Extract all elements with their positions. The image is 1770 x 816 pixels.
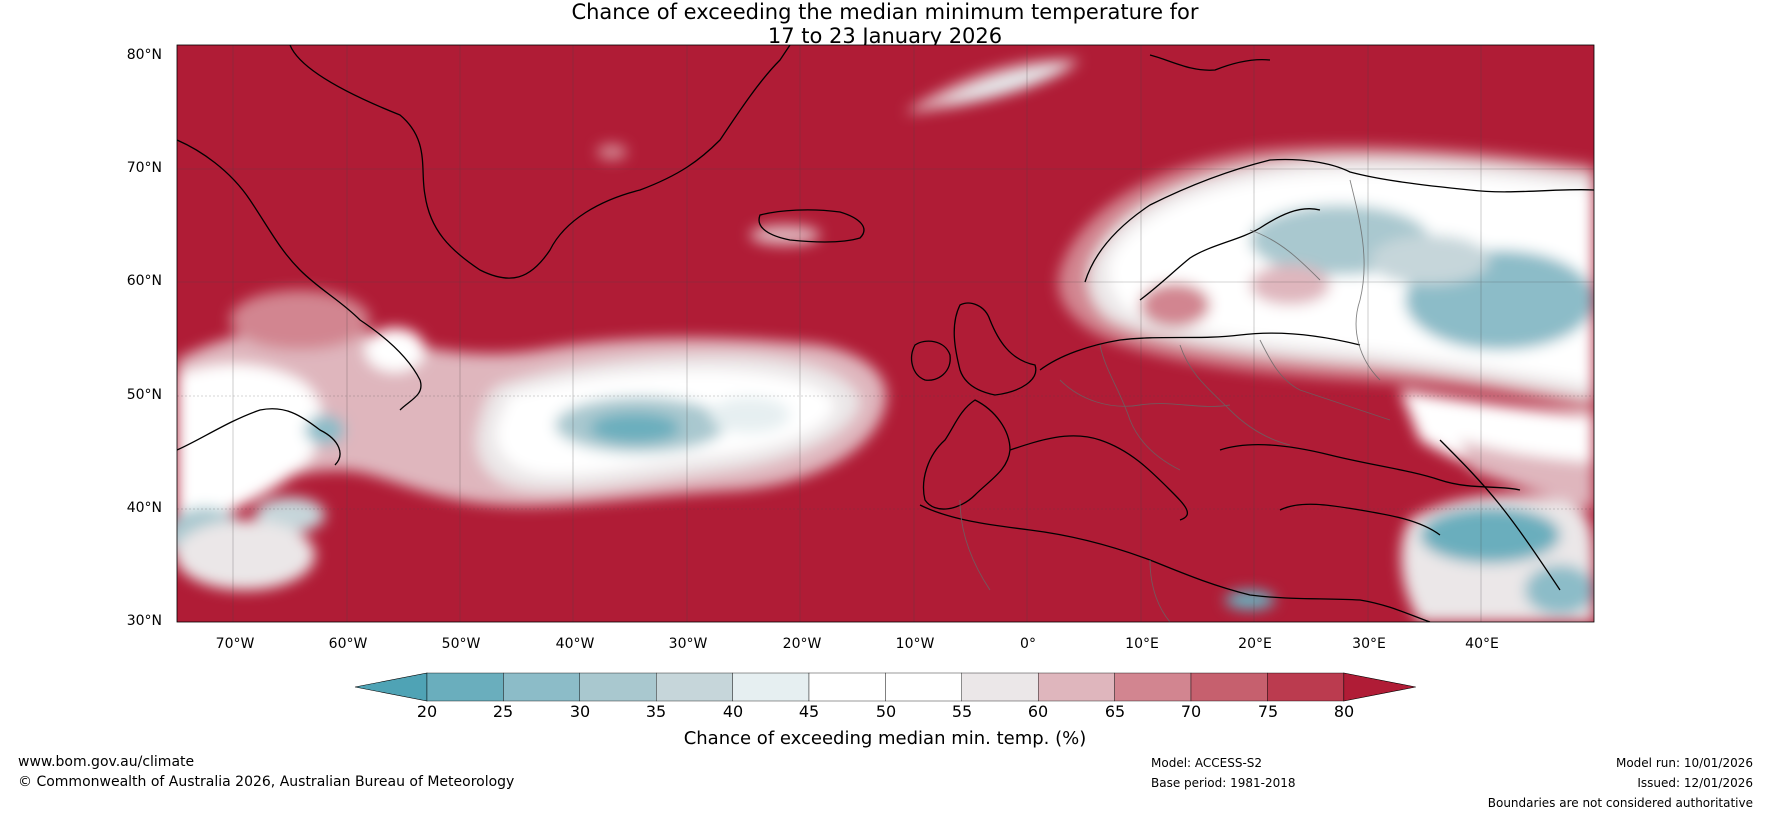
colorbar-tick-50: 50 [875, 702, 897, 721]
colorbar-segment [656, 672, 733, 702]
footer-model: Model: ACCESS-S2 [1151, 756, 1263, 770]
coast-greenland [289, 45, 791, 279]
colorbar-tick-75: 75 [1257, 702, 1279, 721]
colorbar-tick-40: 40 [722, 702, 744, 721]
colorbar-tick-60: 60 [1027, 702, 1049, 721]
lon-label-10e: 10°E [1125, 636, 1159, 652]
lon-label-30w: 30°W [668, 636, 708, 652]
colorbar [354, 672, 1416, 702]
footer-issued: Issued: 12/01/2026 [1637, 776, 1753, 790]
colorbar-tick-80: 80 [1333, 702, 1355, 721]
colorbar-segment [503, 672, 580, 702]
colorbar-tick-25: 25 [492, 702, 514, 721]
footer-disclaimer: Boundaries are not considered authoritat… [1487, 796, 1753, 810]
lat-label-80n: 80°N [126, 47, 162, 63]
lon-label-50w: 50°W [441, 636, 481, 652]
colorbar-segment [1114, 672, 1192, 702]
colorbar-tick-65: 65 [1104, 702, 1126, 721]
coast-norway [1084, 158, 1594, 283]
colorbar-segment [961, 672, 1039, 702]
coast-italy [1009, 435, 1189, 521]
colorbar-extend-low [354, 672, 428, 702]
colorbar-tick-70: 70 [1180, 702, 1202, 721]
coast-iceland [758, 209, 865, 243]
colorbar-tick-35: 35 [645, 702, 667, 721]
colorbar-segment [1267, 672, 1345, 702]
footer-website: www.bom.gov.au/climate [18, 754, 195, 770]
map-frame [176, 44, 1595, 623]
colorbar-segment [808, 672, 886, 702]
colorbar-extend-high [1343, 672, 1416, 702]
lon-label-0: 0° [1020, 636, 1036, 652]
coast-baltic [1139, 208, 1321, 301]
colorbar-segment [885, 672, 963, 702]
coast-svalbard [1149, 54, 1271, 71]
coastlines [177, 45, 1594, 622]
coast-north-africa [919, 504, 1431, 622]
coast-labrador [177, 139, 422, 411]
coast-iberia [922, 399, 1011, 510]
colorbar-segment [579, 672, 657, 702]
country-borders [959, 179, 1391, 622]
lon-label-20e: 20°E [1238, 636, 1272, 652]
lon-label-40e: 40°E [1465, 636, 1499, 652]
title-line-2: 17 to 23 January 2026 [767, 24, 1003, 48]
colorbar-segment [1037, 672, 1115, 702]
footer-copyright: © Commonwealth of Australia 2026, Austra… [18, 774, 515, 790]
footer-model-run: Model run: 10/01/2026 [1615, 756, 1753, 770]
colorbar-tick-20: 20 [416, 702, 438, 721]
coast-nova-scotia [177, 408, 341, 466]
colorbar-tick-45: 45 [798, 702, 820, 721]
colorbar-tick-30: 30 [569, 702, 591, 721]
lat-label-60n: 60°N [126, 273, 162, 289]
chart-title: Chance of exceeding the median minimum t… [0, 0, 1770, 48]
lat-label-30n: 30°N [126, 613, 162, 629]
colorbar-title: Chance of exceeding median min. temp. (%… [683, 728, 1087, 749]
lat-label-40n: 40°N [126, 500, 162, 516]
coast-caspian [1439, 439, 1561, 591]
footer-base-period: Base period: 1981-2018 [1151, 776, 1296, 790]
lon-label-10w: 10°W [895, 636, 935, 652]
colorbar-segment [426, 672, 504, 702]
coast-ireland [911, 340, 951, 381]
coast-great-britain [953, 302, 1037, 396]
lon-label-20w: 20°W [782, 636, 822, 652]
colorbar-segment [732, 672, 810, 702]
coast-turkey [1279, 503, 1441, 536]
lat-label-70n: 70°N [126, 160, 162, 176]
coast-black-sea [1219, 443, 1521, 491]
lon-label-70w: 70°W [215, 636, 255, 652]
colorbar-segment [1190, 672, 1268, 702]
lon-label-40w: 40°W [555, 636, 595, 652]
lon-label-60w: 60°W [328, 636, 368, 652]
probability-field [177, 45, 1594, 622]
lat-label-50n: 50°N [126, 387, 162, 403]
colorbar-tick-55: 55 [951, 702, 973, 721]
title-line-1: Chance of exceeding the median minimum t… [571, 0, 1199, 24]
lon-label-30e: 30°E [1352, 636, 1386, 652]
coast-north-sea [1039, 332, 1361, 371]
